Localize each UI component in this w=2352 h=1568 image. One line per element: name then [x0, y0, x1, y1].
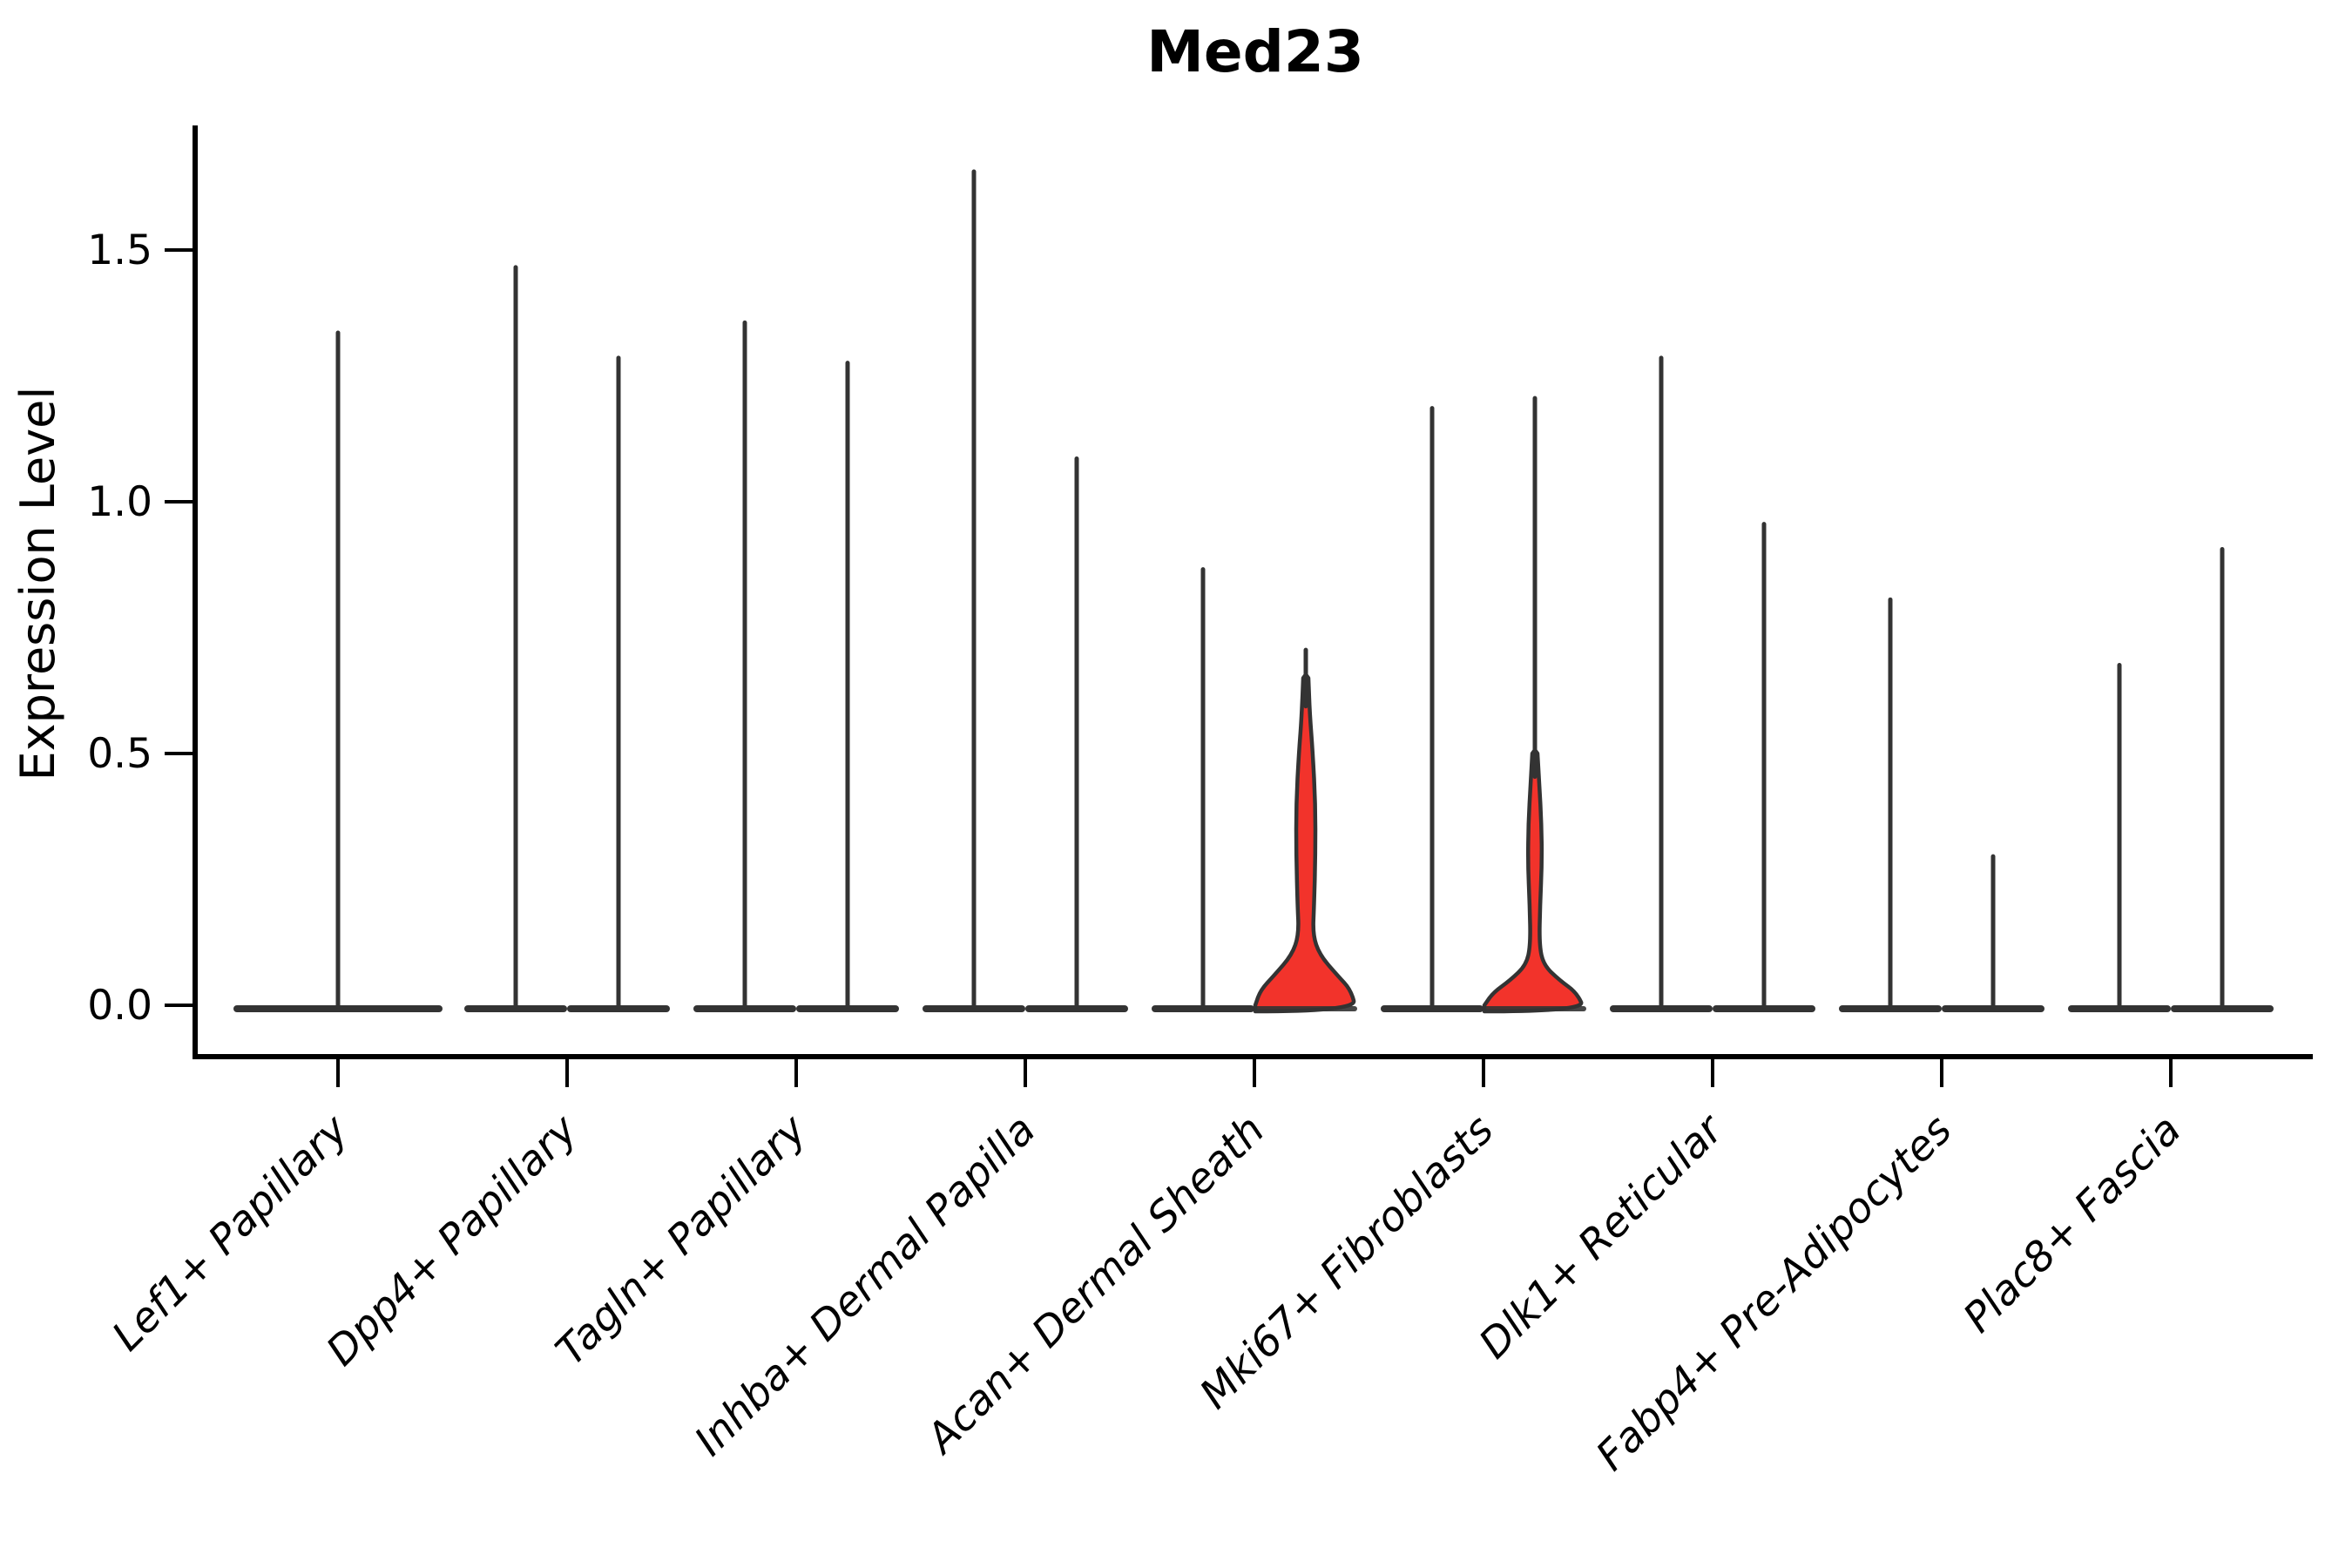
violin-spike [1074, 456, 1079, 1009]
x-tick [794, 1059, 798, 1087]
y-tick-label: 1.5 [87, 226, 152, 274]
violin-spike [616, 355, 621, 1009]
violin-spike [1888, 597, 1893, 1009]
violin-base [1484, 1006, 1586, 1011]
x-tick [1253, 1059, 1256, 1087]
x-tick-label: Lef1+ Papillary [103, 1105, 358, 1361]
x-axis-spine [193, 1054, 2313, 1059]
violin-base [1254, 1006, 1357, 1011]
x-tick-label: Plac8+ Fascia [1954, 1106, 2190, 1342]
violin-spike [2117, 662, 2122, 1009]
violin-spike [2220, 547, 2225, 1009]
x-tick [336, 1059, 340, 1087]
x-tick-label: Dpp4+ Papillary [317, 1105, 587, 1375]
violin-spike [971, 169, 977, 1009]
x-tick [565, 1059, 569, 1087]
x-tick [1482, 1059, 1485, 1087]
x-tick [1711, 1059, 1714, 1087]
x-tick [1940, 1059, 1943, 1087]
violin-spike [1659, 355, 1664, 1009]
y-axis-label: Expression Level [10, 387, 65, 781]
y-tick [165, 752, 193, 755]
violin-spike [742, 320, 747, 1009]
violin-spike [1429, 406, 1435, 1009]
y-tick [165, 1004, 193, 1007]
violin-spike [845, 361, 850, 1009]
y-tick-label: 0.5 [87, 730, 152, 778]
x-tick [2169, 1059, 2173, 1087]
x-tick-label: Tagln+ Papillary [547, 1105, 817, 1375]
y-tick [165, 248, 193, 252]
chart-title: Med23 [1146, 18, 1364, 85]
y-tick [165, 500, 193, 504]
violin-spike [1303, 647, 1308, 709]
violin-spike [1990, 854, 1996, 1009]
violin-spike [1200, 567, 1206, 1009]
y-tick-label: 1.0 [87, 478, 152, 526]
x-tick [1024, 1059, 1027, 1087]
violin-spike [1532, 395, 1538, 780]
violin-body [1482, 747, 1584, 1014]
y-tick-label: 0.0 [87, 982, 152, 1030]
x-tick-label: Dlk1+ Reticular [1470, 1105, 1734, 1369]
y-axis-spine [193, 125, 198, 1059]
violin-spike [335, 330, 341, 1010]
violin-spike [513, 265, 518, 1010]
violin-body [1253, 672, 1356, 1014]
violin-spike [1761, 522, 1767, 1009]
